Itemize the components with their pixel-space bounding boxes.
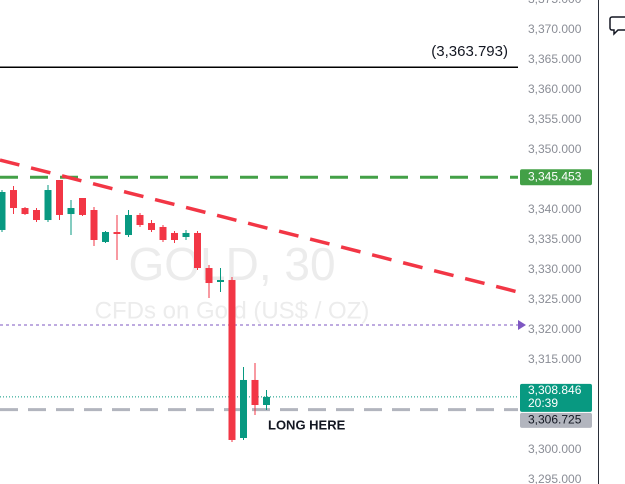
candle-body	[148, 223, 155, 230]
gray-level-tag	[520, 412, 592, 428]
chat-icon[interactable]	[609, 16, 625, 36]
resistance-label: (3,363.793)	[431, 43, 508, 60]
candle-body	[136, 214, 144, 225]
y-tick-label: 3,350.000	[528, 142, 582, 156]
annotation: LONG HERE	[268, 417, 346, 432]
y-tick-label: 3,340.000	[528, 202, 582, 216]
candle-body	[67, 208, 75, 215]
green-level-tag-label: 3,345.453	[528, 169, 582, 183]
candle-body	[0, 191, 6, 230]
y-tick-label: 3,375.000	[528, 0, 582, 6]
y-tick-label: 3,330.000	[528, 262, 582, 276]
candle-body	[171, 232, 178, 240]
candle-body	[159, 226, 167, 240]
candle-body	[79, 197, 86, 215]
candle-body	[90, 209, 98, 240]
y-tick-label: 3,360.000	[528, 82, 582, 96]
y-tick-label: 3,320.000	[528, 322, 582, 336]
candle-body	[194, 232, 201, 269]
candle-body	[21, 208, 29, 215]
candle-body	[44, 190, 52, 221]
candle-body	[251, 379, 259, 405]
y-tick-label: 3,355.000	[528, 112, 582, 126]
candle-body	[217, 280, 224, 282]
candle-body	[205, 268, 213, 284]
current-price-label: 3,308.846	[528, 383, 582, 397]
candle-body	[113, 232, 121, 234]
candle-body	[102, 232, 109, 242]
countdown-label: 20:39	[528, 396, 558, 410]
current-price-tag	[520, 383, 592, 412]
candle-body	[10, 190, 17, 209]
y-tick-label: 3,325.000	[528, 292, 582, 306]
candle-body	[33, 209, 40, 221]
y-tick-label: 3,335.000	[528, 232, 582, 246]
y-tick-label: 3,295.000	[528, 472, 582, 484]
candle-body	[125, 214, 132, 236]
candle-body	[56, 179, 63, 215]
y-tick-label: 3,300.000	[528, 442, 582, 456]
y-tick-label: 3,315.000	[528, 352, 582, 366]
gray-level-tag-label: 3,306.725	[528, 413, 582, 427]
candle-body	[182, 232, 190, 237]
candle-body	[228, 280, 236, 440]
y-tick-label: 3,365.000	[528, 52, 582, 66]
y-tick-label: 3,370.000	[528, 22, 582, 36]
trendline	[0, 158, 519, 294]
candle-body	[240, 379, 247, 438]
green-level-tag	[520, 169, 592, 186]
candle-body	[263, 396, 270, 405]
alert-arrow	[518, 320, 526, 331]
